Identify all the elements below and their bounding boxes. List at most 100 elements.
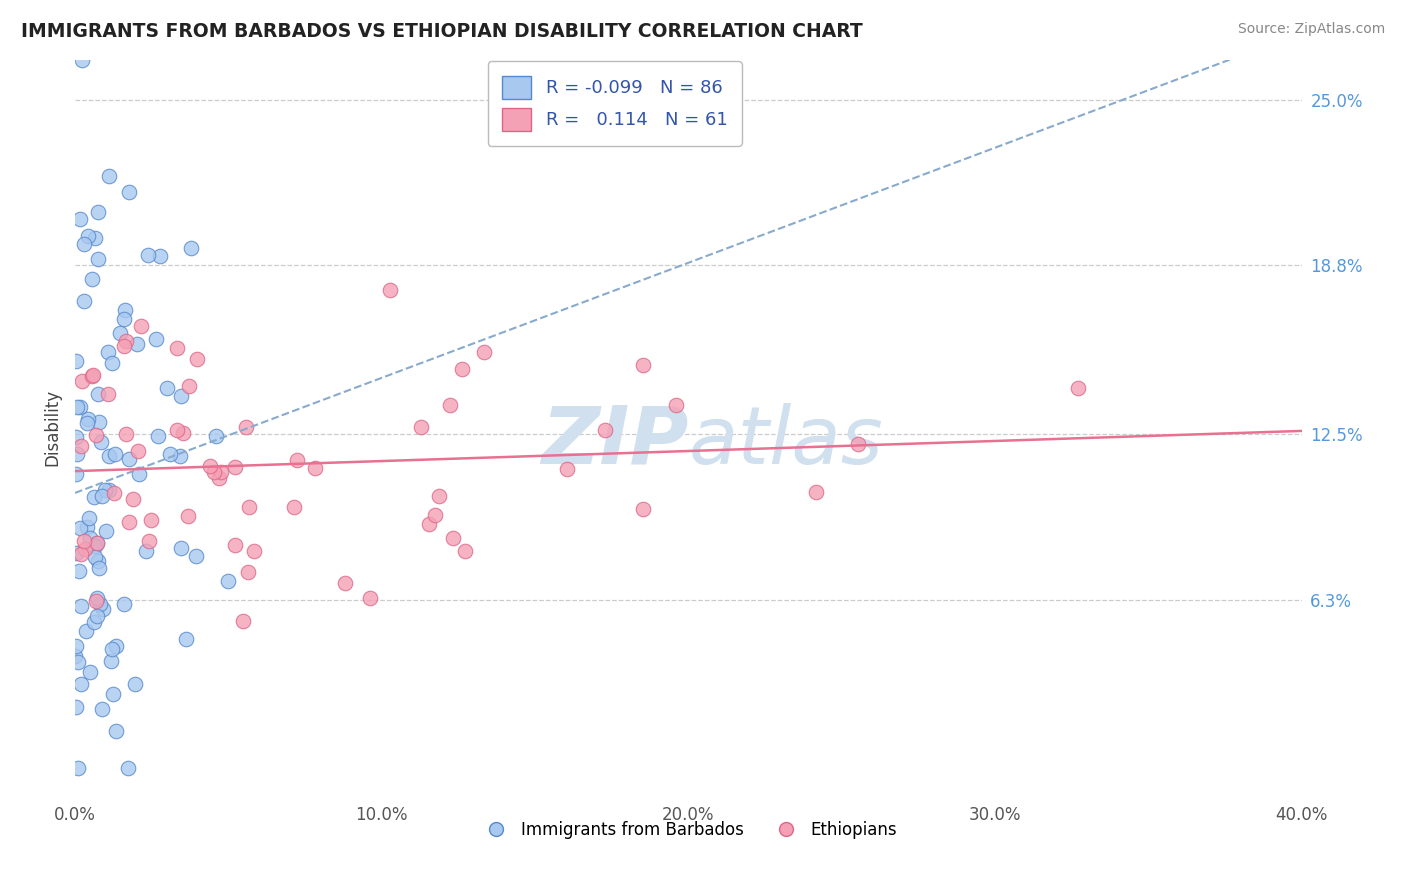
Point — [129, 318, 152, 333]
Point — [65, 640, 87, 654]
Point — [145, 332, 167, 346]
Point — [166, 341, 188, 355]
Point — [186, 351, 208, 366]
Point — [70, 599, 93, 614]
Point — [224, 459, 246, 474]
Point — [84, 539, 107, 553]
Point — [177, 509, 200, 524]
Point — [101, 356, 124, 370]
Point — [124, 677, 146, 691]
Point — [89, 415, 111, 429]
Point — [83, 490, 105, 504]
Text: ZIP: ZIP — [541, 403, 689, 481]
Point — [87, 554, 110, 568]
Point — [65, 700, 87, 714]
Point — [114, 302, 136, 317]
Point — [172, 426, 194, 441]
Point — [202, 465, 225, 479]
Point — [73, 533, 96, 548]
Point — [170, 389, 193, 403]
Legend: Immigrants from Barbados, Ethiopians: Immigrants from Barbados, Ethiopians — [472, 814, 904, 846]
Point — [450, 362, 472, 376]
Point — [115, 334, 138, 348]
Point — [149, 249, 172, 263]
Point — [156, 381, 179, 395]
Point — [77, 228, 100, 243]
Point — [86, 591, 108, 605]
Point — [75, 624, 97, 638]
Point — [127, 336, 149, 351]
Point — [112, 339, 135, 353]
Point — [83, 550, 105, 565]
Point — [66, 761, 89, 775]
Point — [84, 231, 107, 245]
Point — [86, 536, 108, 550]
Point — [232, 615, 254, 629]
Point — [134, 543, 156, 558]
Point — [170, 541, 193, 555]
Point — [243, 543, 266, 558]
Point — [846, 436, 869, 450]
Point — [86, 535, 108, 549]
Point — [93, 483, 115, 497]
Point — [224, 538, 246, 552]
Point — [180, 241, 202, 255]
Point — [70, 547, 93, 561]
Point — [238, 500, 260, 514]
Point — [76, 520, 98, 534]
Y-axis label: Disability: Disability — [44, 389, 60, 466]
Point — [91, 701, 114, 715]
Point — [96, 524, 118, 539]
Point — [283, 500, 305, 514]
Point — [82, 368, 104, 383]
Point — [65, 467, 87, 482]
Point — [138, 534, 160, 549]
Point — [631, 502, 654, 516]
Point — [65, 546, 87, 560]
Point — [236, 565, 259, 579]
Text: Source: ZipAtlas.com: Source: ZipAtlas.com — [1237, 22, 1385, 37]
Point — [65, 354, 87, 368]
Point — [204, 429, 226, 443]
Point — [439, 398, 461, 412]
Point — [380, 283, 402, 297]
Point — [127, 444, 149, 458]
Point — [104, 639, 127, 653]
Point — [128, 467, 150, 481]
Point — [631, 358, 654, 372]
Point — [63, 648, 86, 663]
Point — [166, 423, 188, 437]
Point — [118, 186, 141, 200]
Text: atlas: atlas — [689, 403, 883, 481]
Text: IMMIGRANTS FROM BARBADOS VS ETHIOPIAN DISABILITY CORRELATION CHART: IMMIGRANTS FROM BARBADOS VS ETHIOPIAN DI… — [21, 22, 863, 41]
Point — [86, 594, 108, 608]
Point — [198, 458, 221, 473]
Point — [235, 420, 257, 434]
Point — [121, 491, 143, 506]
Point — [97, 386, 120, 401]
Point — [82, 368, 104, 382]
Point — [146, 429, 169, 443]
Point — [411, 420, 433, 434]
Point — [169, 449, 191, 463]
Point — [67, 655, 90, 669]
Point — [118, 515, 141, 529]
Point — [73, 237, 96, 252]
Point — [139, 513, 162, 527]
Point — [184, 549, 207, 564]
Point — [90, 435, 112, 450]
Point — [804, 484, 827, 499]
Point — [209, 465, 232, 479]
Point — [117, 761, 139, 775]
Point — [101, 642, 124, 657]
Point — [87, 204, 110, 219]
Point — [72, 293, 94, 308]
Point — [217, 574, 239, 588]
Point — [70, 677, 93, 691]
Point — [1066, 381, 1088, 395]
Point — [136, 248, 159, 262]
Point — [208, 471, 231, 485]
Point — [76, 412, 98, 426]
Point — [441, 531, 464, 545]
Point — [98, 169, 121, 184]
